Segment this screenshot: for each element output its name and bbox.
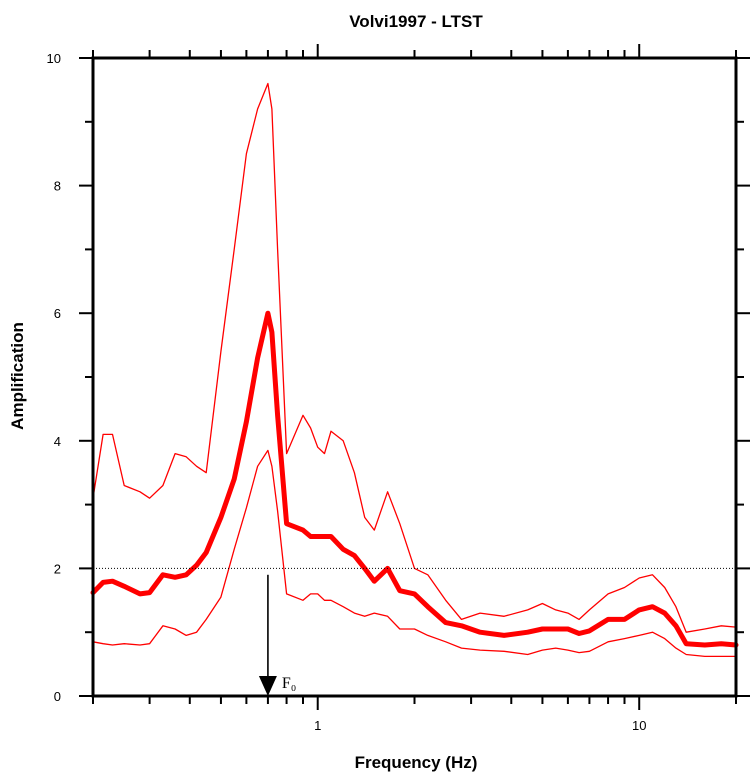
series-line-1 <box>90 310 739 648</box>
f0-annotation: F₀ <box>258 574 296 696</box>
y-tick-label: 4 <box>54 434 61 449</box>
x-tick-label: 1 <box>314 718 321 733</box>
series-line-3 <box>92 449 737 658</box>
x-axis-label: Frequency (Hz) <box>355 753 478 772</box>
series-layer <box>90 82 739 658</box>
f0-label: F₀ <box>282 675 296 692</box>
x-tick-label: 10 <box>632 718 646 733</box>
y-tick-label: 10 <box>47 51 61 66</box>
chart-title: Volvi1997 - LTST <box>349 12 483 31</box>
y-tick-label: 2 <box>54 561 61 576</box>
y-tick-label: 8 <box>54 179 61 194</box>
series-line-2 <box>92 82 737 633</box>
plot-frame <box>91 56 738 698</box>
y-axis-label: Amplification <box>8 322 27 430</box>
y-tick-label: 6 <box>54 306 61 321</box>
f0-arrow-head <box>258 676 277 696</box>
y-tick-label: 0 <box>54 689 61 704</box>
